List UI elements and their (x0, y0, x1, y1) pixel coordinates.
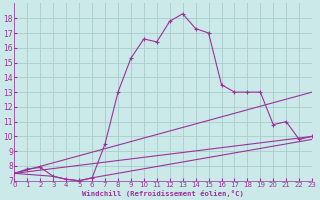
X-axis label: Windchill (Refroidissement éolien,°C): Windchill (Refroidissement éolien,°C) (82, 190, 244, 197)
